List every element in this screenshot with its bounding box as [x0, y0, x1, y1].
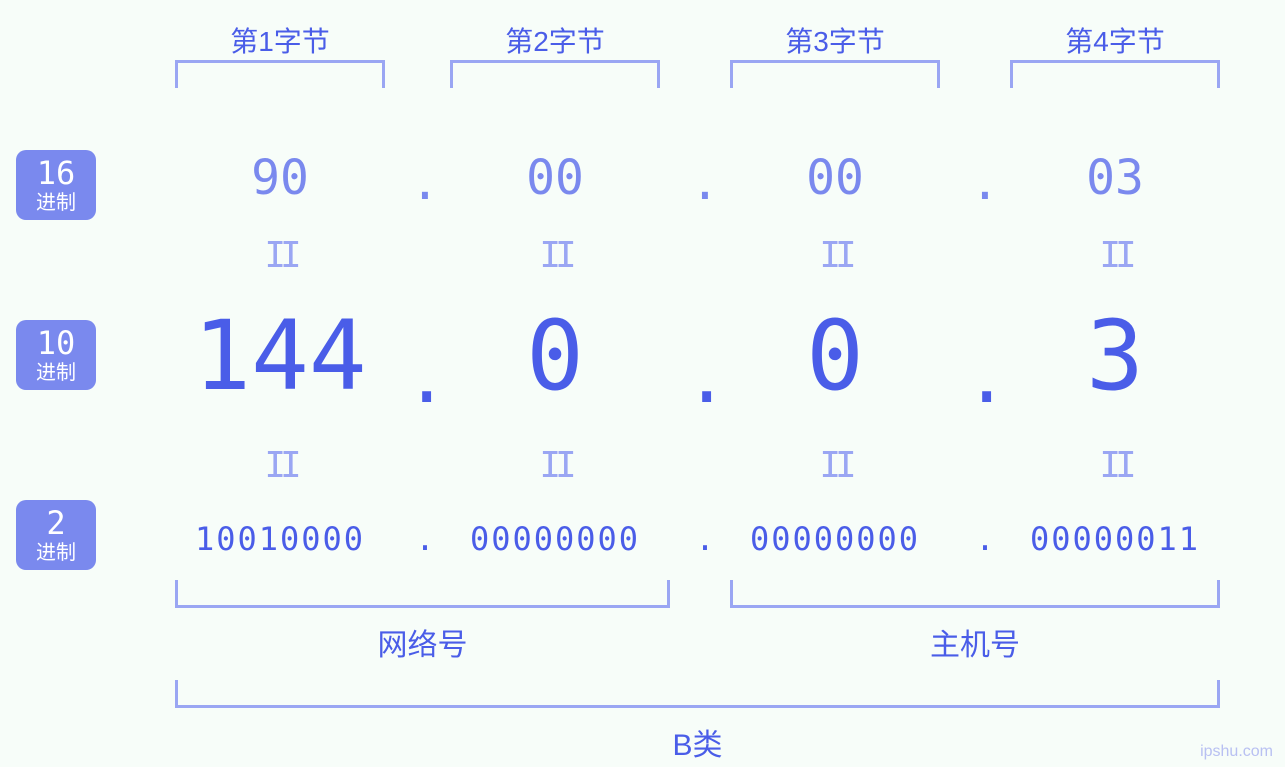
bin-4: 00000011	[1000, 520, 1230, 558]
eq-bot-3: II	[720, 445, 950, 486]
byte-bracket-1	[175, 60, 385, 88]
dot-dec-2: .	[685, 335, 725, 419]
host-label: 主机号	[730, 620, 1220, 664]
badge-bin-number: 2	[46, 506, 65, 541]
dec-1: 144	[165, 300, 395, 412]
badge-bin: 2 进制	[16, 500, 96, 570]
eq-top-3: II	[720, 235, 950, 276]
columns-area: 第1字节 90 II 144 II 10010000 第2字节 00 II 0 …	[165, 0, 1245, 767]
bin-3: 00000000	[720, 520, 950, 558]
dot-hex-3: .	[965, 155, 1005, 211]
bin-1: 10010000	[165, 520, 395, 558]
hex-1: 90	[165, 150, 395, 206]
dot-bin-1: .	[405, 520, 445, 558]
class-bracket	[175, 680, 1220, 708]
hex-4: 03	[1000, 150, 1230, 206]
badge-dec-label: 进制	[36, 362, 76, 384]
dec-3: 0	[720, 300, 950, 412]
badge-hex: 16 进制	[16, 150, 96, 220]
byte-bracket-4	[1010, 60, 1220, 88]
network-label: 网络号	[175, 620, 670, 664]
eq-top-1: II	[165, 235, 395, 276]
dot-dec-3: .	[965, 335, 1005, 419]
eq-top-2: II	[440, 235, 670, 276]
bin-2: 00000000	[440, 520, 670, 558]
dot-bin-2: .	[685, 520, 725, 558]
byte-header-3: 第3字节	[720, 20, 950, 60]
byte-bracket-3	[730, 60, 940, 88]
dot-hex-2: .	[685, 155, 725, 211]
dec-2: 0	[440, 300, 670, 412]
badge-dec: 10 进制	[16, 320, 96, 390]
eq-top-4: II	[1000, 235, 1230, 276]
watermark: ipshu.com	[1200, 743, 1273, 761]
byte-header-1: 第1字节	[165, 20, 395, 60]
network-bracket	[175, 580, 670, 608]
dot-bin-3: .	[965, 520, 1005, 558]
dec-4: 3	[1000, 300, 1230, 412]
badge-hex-label: 进制	[36, 192, 76, 214]
badge-hex-number: 16	[37, 156, 76, 191]
class-label: B类	[175, 720, 1220, 764]
hex-3: 00	[720, 150, 950, 206]
byte-header-2: 第2字节	[440, 20, 670, 60]
eq-bot-2: II	[440, 445, 670, 486]
eq-bot-1: II	[165, 445, 395, 486]
dot-hex-1: .	[405, 155, 445, 211]
hex-2: 00	[440, 150, 670, 206]
badge-dec-number: 10	[37, 326, 76, 361]
eq-bot-4: II	[1000, 445, 1230, 486]
badge-bin-label: 进制	[36, 542, 76, 564]
byte-bracket-2	[450, 60, 660, 88]
byte-header-4: 第4字节	[1000, 20, 1230, 60]
dot-dec-1: .	[405, 335, 445, 419]
host-bracket	[730, 580, 1220, 608]
